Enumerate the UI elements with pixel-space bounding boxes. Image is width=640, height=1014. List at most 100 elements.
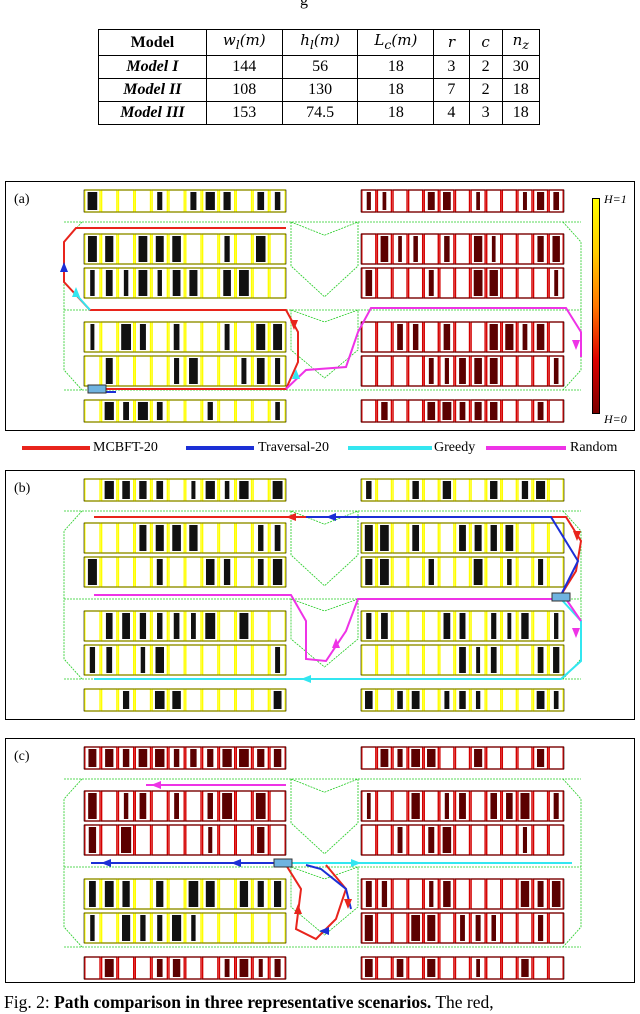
storage-item	[459, 647, 466, 673]
storage-cell	[470, 321, 486, 353]
storage-cell	[376, 824, 393, 856]
storage-cell	[532, 355, 549, 387]
storage-cell	[501, 267, 518, 299]
storage-cell	[84, 355, 101, 387]
storage-item	[207, 402, 213, 420]
header-model: Model	[98, 29, 207, 56]
storage-item	[364, 915, 373, 941]
storage-cell	[392, 522, 408, 554]
cross-aisle	[290, 778, 359, 855]
warehouse-map-a	[60, 189, 582, 423]
storage-item	[274, 881, 282, 907]
storage-cell	[486, 688, 502, 712]
storage-cell	[486, 878, 502, 910]
storage-item	[444, 236, 450, 262]
storage-item	[442, 481, 452, 499]
storage-cell	[185, 790, 202, 822]
storage-cell	[151, 321, 169, 353]
rack-outline	[360, 610, 565, 642]
aisle-line	[63, 778, 83, 948]
storage-item	[507, 613, 512, 639]
header-c: c	[468, 29, 503, 56]
storage-item	[554, 613, 559, 639]
storage-item	[257, 559, 264, 585]
storage-cell	[501, 878, 518, 910]
storage-cell	[423, 478, 439, 502]
storage-cell	[486, 556, 502, 588]
storage-item	[443, 324, 451, 350]
storage-item	[139, 793, 147, 819]
table-cell: 56	[281, 55, 359, 79]
storage-item	[366, 192, 371, 210]
storage-item	[207, 793, 213, 819]
storage-cell	[517, 912, 533, 944]
table-cell: 130	[281, 78, 359, 102]
storage-item	[224, 236, 230, 262]
storage-cell	[201, 688, 219, 712]
cross-aisle	[290, 309, 359, 379]
storage-item	[536, 481, 546, 499]
table-cell: 18	[357, 55, 435, 79]
storage-item	[255, 236, 266, 262]
storage-cell	[376, 956, 393, 980]
storage-item	[191, 481, 196, 499]
storage-cell	[218, 688, 236, 712]
storage-cell	[168, 824, 185, 856]
storage-cell	[501, 189, 518, 213]
storage-cell	[407, 355, 424, 387]
storage-item	[156, 402, 163, 420]
storage-item	[396, 959, 404, 977]
storage-item	[490, 793, 498, 819]
storage-item	[275, 647, 281, 673]
heat-colorbar	[592, 198, 600, 414]
storage-cell	[454, 956, 471, 980]
storage-item	[442, 402, 452, 420]
table-cell: 153	[205, 101, 283, 125]
storage-item	[239, 881, 249, 907]
storage-item	[190, 192, 197, 210]
table-cell: 4	[433, 101, 470, 125]
storage-cell	[151, 790, 169, 822]
storage-cell	[501, 824, 518, 856]
path-arrow	[301, 675, 311, 683]
warehouse-map-b	[63, 478, 583, 712]
storage-item	[490, 647, 497, 673]
storage-item	[87, 192, 98, 210]
storage-item	[122, 613, 130, 639]
storage-cell	[235, 556, 253, 588]
storage-item	[191, 613, 196, 639]
storage-item	[506, 793, 513, 819]
storage-item	[411, 915, 421, 941]
storage-item	[412, 481, 419, 499]
table-cell: 3	[433, 55, 470, 79]
rack-outline	[83, 610, 287, 642]
storage-cell	[84, 610, 101, 642]
table-row: Model II 108 130 18 7 2 18	[98, 78, 541, 102]
storage-cell	[407, 189, 424, 213]
storage-cell	[439, 644, 455, 676]
storage-cell	[168, 644, 185, 676]
path-arrow	[72, 287, 80, 297]
storage-item	[257, 192, 265, 210]
storage-item	[137, 402, 148, 420]
path-traversal	[306, 516, 580, 596]
header-r: r	[433, 29, 470, 56]
table-cell: 2	[468, 55, 503, 79]
storage-cell	[218, 912, 236, 944]
storage-cell	[269, 233, 286, 265]
storage-cell	[501, 746, 518, 770]
storage-item	[121, 827, 132, 853]
storage-item	[274, 192, 281, 210]
storage-cell	[252, 644, 270, 676]
storage-cell	[117, 522, 135, 554]
storage-cell	[517, 267, 533, 299]
path-arrow	[294, 904, 302, 914]
storage-cell	[117, 189, 135, 213]
legend-label-random: Random	[570, 440, 618, 455]
storage-item	[224, 324, 230, 350]
storage-item	[427, 749, 436, 767]
rack-outline	[360, 556, 565, 588]
rack-outline	[360, 321, 565, 353]
storage-item	[205, 613, 216, 639]
storage-item	[172, 525, 181, 551]
